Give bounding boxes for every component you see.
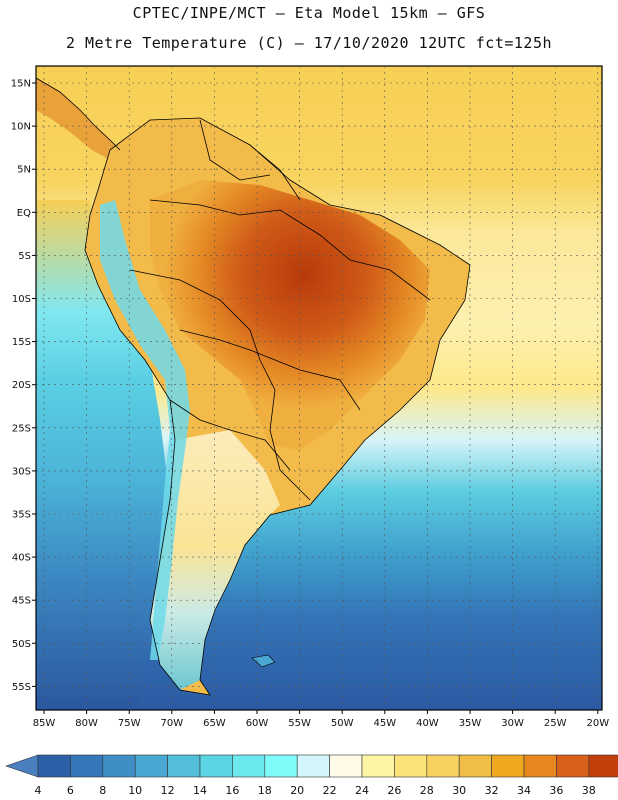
colorbar-cell	[134, 754, 168, 778]
pacific-field	[36, 200, 175, 710]
map-frame	[35, 65, 603, 711]
colorbar-label: 38	[582, 784, 596, 797]
longitude-labels: 85W 80W 75W 70W 65W 60W 55W 50W 45W 40W 35W 30W 25W 2…	[33, 718, 610, 729]
lat-label: 55S	[12, 682, 31, 693]
colorbar-cell	[394, 754, 428, 778]
lat-label: 15N	[11, 79, 31, 90]
southern-cone-land	[150, 430, 280, 690]
lat-label: 20S	[12, 380, 31, 391]
lon-label: 50W	[331, 718, 354, 729]
colorbar-label: 22	[323, 784, 337, 797]
lon-label: 55W	[288, 718, 311, 729]
colorbar-label: 20	[290, 784, 304, 797]
colorbar-label: 12	[161, 784, 175, 797]
lon-label: 25W	[544, 718, 567, 729]
colorbar-cell	[37, 754, 71, 778]
colorbar-label: 14	[193, 784, 207, 797]
colorbar-cell	[199, 754, 233, 778]
colorbar-label: 24	[355, 784, 369, 797]
colorbar-labels: 4 6 8 10 12 14 16 18 20 22 24 26 28 30 32 34 36 38	[35, 784, 596, 797]
colorbar-left-arrow	[5, 754, 39, 778]
lon-label: 75W	[118, 718, 141, 729]
colorbar-label: 10	[128, 784, 142, 797]
colorbar-label: 32	[485, 784, 499, 797]
colorbar-label: 28	[420, 784, 434, 797]
map-fields	[36, 66, 602, 710]
central-america	[36, 78, 120, 160]
lat-label: 5S	[18, 251, 31, 262]
latitude-labels: 15N 10N 5N EQ 5S 10S 15S 20S 25S 30S 35S 40S 45S 50S 5…	[11, 79, 31, 693]
lat-label: 50S	[12, 639, 31, 650]
colorbar-cell	[296, 754, 330, 778]
colorbar-cell	[102, 754, 136, 778]
colorbar-cell	[329, 754, 363, 778]
lat-label: EQ	[17, 208, 31, 219]
falkland-islands	[251, 654, 276, 668]
colorbar-cell	[523, 754, 557, 778]
graticule	[32, 66, 602, 714]
lat-label: 10S	[12, 294, 31, 305]
lat-label: 45S	[12, 596, 31, 607]
lat-label: 25S	[12, 423, 31, 434]
lat-label: 35S	[12, 510, 31, 521]
colorbar-label: 6	[67, 784, 74, 797]
amazon-hot-core	[150, 180, 430, 450]
colorbar-cell	[167, 754, 201, 778]
andes-cool-strip	[100, 200, 190, 660]
lat-label: 30S	[12, 466, 31, 477]
lon-label: 35W	[459, 718, 482, 729]
chart-title-line1: CPTEC/INPE/MCT – Eta Model 15km – GFS	[132, 4, 486, 22]
colorbar-label: 30	[452, 784, 466, 797]
colorbar-cell	[491, 754, 525, 778]
lat-label: 15S	[12, 337, 31, 348]
lon-label: 20W	[586, 718, 609, 729]
colorbar-label: 8	[99, 784, 106, 797]
lon-label: 45W	[373, 718, 396, 729]
colorbar-cell	[588, 754, 618, 778]
lat-label: 5N	[17, 165, 31, 176]
lon-label: 70W	[160, 718, 183, 729]
lat-label: 10N	[11, 122, 31, 133]
lon-label: 85W	[33, 718, 56, 729]
colorbar-cell	[556, 754, 590, 778]
lon-label: 40W	[416, 718, 439, 729]
colorbar-label: 36	[549, 784, 563, 797]
colorbar-cells	[5, 754, 618, 778]
lon-label: 65W	[203, 718, 226, 729]
lon-label: 80W	[75, 718, 98, 729]
colorbar-label: 16	[225, 784, 239, 797]
colorbar-cell	[426, 754, 460, 778]
chart-title-line2: 2 Metre Temperature (C) – 17/10/2020 12U…	[65, 34, 553, 52]
colorbar-label: 18	[258, 784, 272, 797]
colorbar-cell	[264, 754, 298, 778]
colorbar-label: 34	[517, 784, 531, 797]
colorbar-cell	[70, 754, 104, 778]
colorbar-cell	[458, 754, 492, 778]
lon-label: 60W	[246, 718, 269, 729]
colorbar-cell	[361, 754, 395, 778]
colorbar-label: 4	[35, 784, 42, 797]
lon-label: 30W	[501, 718, 524, 729]
colorbar-label: 26	[387, 784, 401, 797]
colorbar-cell	[232, 754, 266, 778]
lat-label: 40S	[12, 553, 31, 564]
